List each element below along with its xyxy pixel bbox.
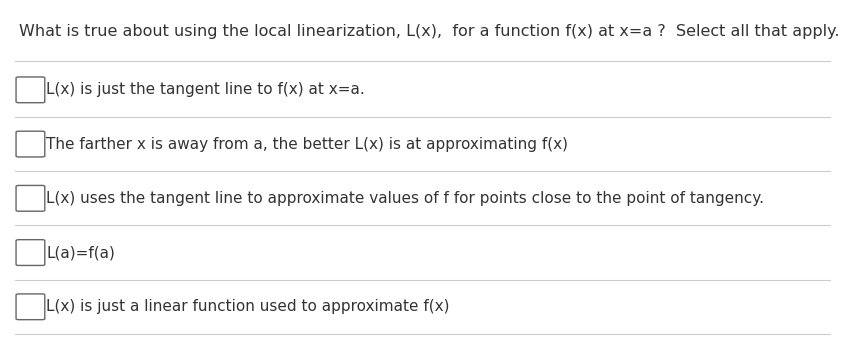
Text: L(a)=f(a): L(a)=f(a) xyxy=(46,245,116,260)
FancyBboxPatch shape xyxy=(16,185,45,211)
Text: L(x) uses the tangent line to approximate values of f for points close to the po: L(x) uses the tangent line to approximat… xyxy=(46,191,764,206)
Text: L(x) is just the tangent line to f(x) at x=a.: L(x) is just the tangent line to f(x) at… xyxy=(46,82,365,97)
Text: What is true about using the local linearization, L(x),  for a function f(x) at : What is true about using the local linea… xyxy=(19,24,838,39)
Text: The farther x is away from a, the better L(x) is at approximating f(x): The farther x is away from a, the better… xyxy=(46,137,568,152)
Text: L(x) is just a linear function used to approximate f(x): L(x) is just a linear function used to a… xyxy=(46,299,450,314)
FancyBboxPatch shape xyxy=(16,131,45,157)
FancyBboxPatch shape xyxy=(16,240,45,265)
FancyBboxPatch shape xyxy=(16,294,45,320)
FancyBboxPatch shape xyxy=(16,77,45,103)
